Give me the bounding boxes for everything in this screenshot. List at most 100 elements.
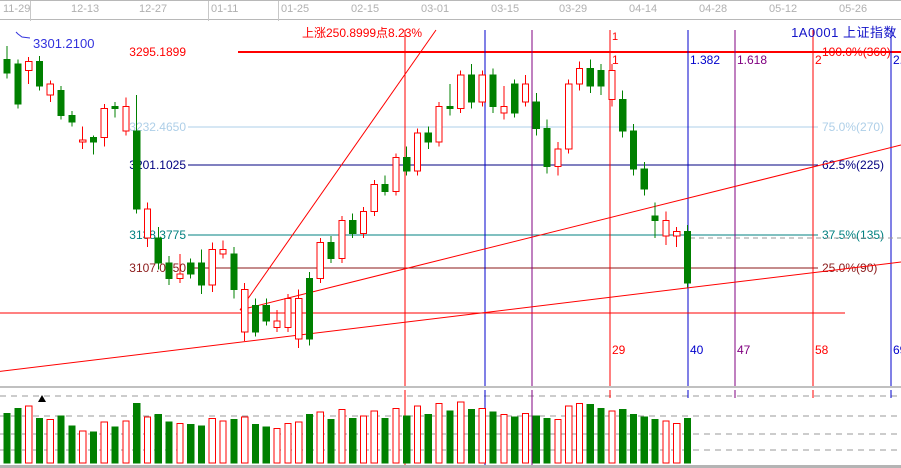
volume-bar	[500, 414, 508, 464]
volume-bar	[575, 402, 584, 464]
volume-bar	[133, 402, 141, 464]
volume-chart-panel[interactable]	[0, 390, 901, 468]
volume-bar	[46, 419, 54, 464]
candle	[35, 61, 44, 87]
candle	[619, 99, 627, 132]
candle	[133, 130, 141, 210]
volume-bar	[262, 426, 270, 464]
volume-bar	[241, 416, 249, 464]
candle	[586, 67, 594, 87]
volume-bar	[25, 405, 33, 464]
candle	[511, 83, 519, 114]
volume-bar	[413, 405, 422, 464]
volume-bar	[57, 415, 65, 464]
candle	[3, 58, 11, 74]
candle	[608, 70, 616, 101]
volume-bar	[79, 430, 87, 464]
date-tick-04-28: 04-28	[699, 3, 728, 15]
candle	[219, 248, 227, 255]
candle	[349, 219, 357, 235]
volume-bar	[403, 415, 411, 464]
price-chart-panel[interactable]: 3295.1899 3232.4650 3201.1025 3138.3775 3107…	[0, 20, 901, 388]
peak-price-label: 3301.2100	[33, 36, 95, 51]
candle	[230, 253, 238, 291]
candle	[338, 219, 346, 259]
price-level-value-0: 3295.1899	[129, 45, 186, 59]
date-tick-05-26: 05-26	[839, 3, 868, 15]
candle	[489, 74, 497, 107]
volume-bar	[284, 422, 292, 464]
trendline-0	[0, 261, 901, 372]
volume-bar	[305, 414, 314, 464]
candle	[284, 298, 292, 329]
volume-bar	[457, 401, 465, 464]
axis-separator	[208, 1, 209, 21]
candle	[467, 74, 476, 103]
candle	[122, 105, 130, 132]
volume-bar	[273, 427, 281, 464]
time-ratio-marker-1: 1	[612, 31, 618, 43]
volume-bar	[683, 417, 692, 464]
volume-bar	[143, 416, 152, 464]
volume-baseline	[0, 465, 901, 468]
candle	[413, 132, 422, 172]
volume-bar	[511, 416, 519, 464]
candle	[532, 101, 540, 130]
candle	[187, 262, 195, 275]
candle	[673, 231, 681, 237]
volume-bar	[619, 409, 627, 464]
candle	[57, 90, 65, 116]
candle	[370, 184, 378, 212]
peak-pointer-line	[15, 31, 31, 39]
axis-separator	[278, 1, 279, 21]
candle	[273, 320, 281, 329]
date-tick-01-11: 01-11	[211, 3, 239, 15]
candle	[629, 130, 638, 170]
candle	[575, 67, 584, 85]
volume-bar	[176, 422, 184, 464]
price-level-value-2: 3201.1025	[129, 158, 186, 172]
volume-bar	[651, 419, 659, 464]
volume-bar	[597, 407, 605, 464]
volume-bar	[424, 414, 432, 464]
candle	[565, 83, 573, 150]
candle	[251, 304, 260, 333]
fib-percent-label-3: 37.5%(135)	[822, 228, 884, 242]
candle	[295, 298, 303, 340]
bar-count-label-47: 47	[737, 343, 751, 357]
candle	[435, 105, 443, 143]
trendline-1	[239, 144, 901, 311]
fib-percent-label-0: 100.0%(360)	[822, 45, 891, 59]
candle	[597, 70, 605, 87]
candle	[683, 231, 692, 284]
candle	[554, 148, 562, 168]
volume-bar	[208, 417, 216, 464]
date-tick-12-13: 12-13	[71, 3, 100, 15]
candle	[176, 273, 184, 279]
volume-bar	[100, 421, 108, 464]
candle	[327, 242, 335, 259]
candle	[79, 139, 87, 143]
time-ratio-label-5: 1.618	[737, 53, 767, 67]
volume-bars	[0, 390, 901, 468]
candle	[543, 128, 551, 168]
date-tick-03-15: 03-15	[491, 3, 520, 15]
volume-bar	[565, 405, 573, 464]
candle	[197, 262, 206, 286]
volume-bar	[197, 425, 206, 464]
candle	[14, 63, 22, 105]
volume-bar	[359, 415, 368, 464]
candle	[392, 157, 400, 192]
volume-bar	[219, 420, 227, 464]
volume-bar	[662, 420, 670, 464]
candle	[457, 74, 465, 110]
fib-percent-label-2: 62.5%(225)	[822, 158, 884, 172]
volume-series	[3, 401, 692, 464]
time-ratio-label-6: 2	[815, 53, 822, 67]
volume-bar	[251, 424, 260, 464]
volume-bar	[370, 410, 378, 464]
volume-bar	[154, 414, 162, 464]
volume-bar	[467, 409, 476, 464]
candle-series	[3, 45, 692, 348]
volume-bar	[295, 421, 303, 464]
